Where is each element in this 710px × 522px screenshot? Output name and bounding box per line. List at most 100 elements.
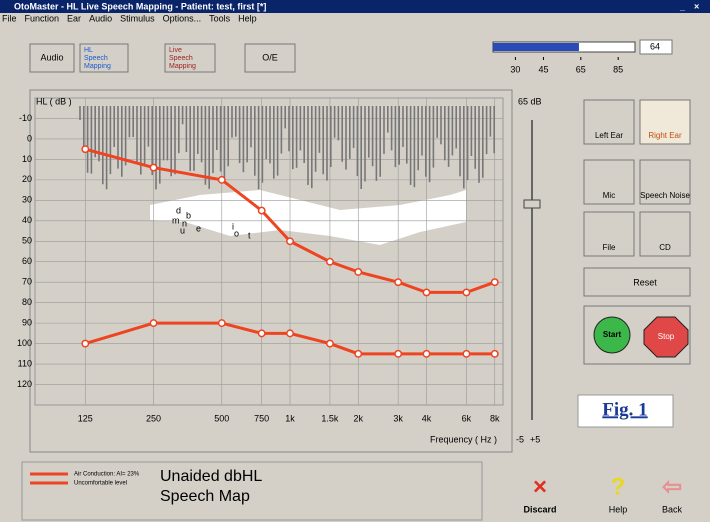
phoneme: i [232,221,234,231]
slider-top: 65 dB [518,96,542,106]
bottom-icon: ? [611,473,626,500]
y-axis-label: HL ( dB ) [36,96,72,106]
meter-tick-label: 45 [538,64,548,74]
data-point [354,349,363,358]
y-tick-label: 0 [27,133,32,143]
stop-label: Stop [658,332,675,341]
x-tick-label: 3k [393,413,403,423]
phoneme: b [186,210,191,220]
side-button-label: Left Ear [595,131,623,140]
side-button-label: Mic [603,191,615,200]
toolbar-button[interactable] [79,43,129,73]
bottom-button-label[interactable]: Back [662,504,683,514]
y-tick-label: 20 [22,174,32,184]
legend-panel [21,461,483,521]
side-button[interactable] [583,159,635,205]
meter-value-box [639,39,673,55]
y-tick-label: 10 [22,154,32,164]
data-point [286,329,294,338]
data-point [217,175,226,184]
fig-box [577,394,674,428]
side-button[interactable] [583,99,635,145]
data-point [462,349,471,358]
side-button[interactable] [639,99,691,145]
side-button[interactable] [639,159,691,205]
y-tick-label: 70 [22,277,32,287]
phoneme: m [172,215,180,225]
slider-knob[interactable] [523,199,541,209]
x-tick-label: 2k [354,413,364,423]
side-button-label: File [603,243,616,252]
data-point [257,329,266,338]
toolbar-button-label: Live Speech Mapping [169,47,196,70]
side-button-label: Speech Noise [640,191,690,200]
meter-value: 64 [650,41,660,51]
data-point [217,319,226,328]
phoneme: o [234,228,239,238]
side-button-label: CD [659,243,671,252]
menu-item[interactable]: Tools [209,13,231,23]
toolbar-button-label: O/E [262,52,278,62]
legend-label: Uncomfortable level [74,481,127,487]
stop-button[interactable] [643,316,689,358]
data-point [422,349,431,358]
meter-fill [493,43,579,51]
data-point [325,257,334,266]
x-tick-label: 500 [214,413,229,423]
x-axis-label: Frequency ( Hz ) [430,434,497,444]
phoneme: t [248,230,251,240]
x-tick-label: 250 [146,413,161,423]
x-tick-label: 1k [285,413,295,423]
toolbar-button[interactable] [244,43,296,73]
menu-item[interactable]: File [2,13,17,23]
data-point [149,319,158,328]
side-button[interactable] [639,211,691,257]
toolbar-button[interactable] [164,43,216,73]
data-point [257,206,266,215]
y-tick-label: 30 [22,195,32,205]
reset-label: Reset [633,277,657,287]
window-control[interactable]: _ [679,1,686,11]
y-tick-label: 100 [17,338,32,348]
window-control[interactable]: × [694,1,699,11]
toolbar-button[interactable] [29,43,75,73]
y-tick-label: 80 [22,297,32,307]
bottom-button-label[interactable]: Discard [523,504,556,514]
data-point [490,278,499,287]
phoneme: n [182,218,187,228]
phoneme: d [176,205,181,215]
phoneme: e [196,223,201,233]
data-point [325,339,334,348]
x-tick-label: 6k [462,413,472,423]
data-point [394,349,403,358]
data-point [81,145,90,154]
menu-item[interactable]: Stimulus [120,13,155,23]
slider-max: +5 [530,434,540,444]
start-button[interactable] [593,316,631,354]
bottom-button-label[interactable]: Help [609,504,628,514]
menu-item[interactable]: Ear [67,13,81,23]
map-label: Speech Map [160,488,250,505]
x-tick-label: 4k [422,413,432,423]
data-point [354,268,363,276]
reset-button[interactable] [583,267,691,297]
bottom-icon: ⇦ [662,473,682,500]
menu-item[interactable]: Help [238,13,257,23]
phoneme: u [180,225,185,235]
side-button[interactable] [583,211,635,257]
data-point [490,349,499,358]
x-tick-label: 8k [490,413,500,423]
y-tick-label: 40 [22,215,32,225]
menu-item[interactable]: Audio [89,13,112,23]
meter-tick-label: 65 [576,64,586,74]
window-title: OtoMaster - HL Live Speech Mapping - Pat… [14,1,266,11]
menu-item[interactable]: Function [25,13,60,23]
fig-label: Fig. 1 [602,399,647,420]
data-point [422,288,431,297]
speech-banana [150,190,466,245]
toolbar-button-label: Audio [40,52,63,62]
menu-item[interactable]: Options... [163,13,202,23]
y-tick-label: 60 [22,256,32,266]
data-point [394,278,403,287]
toolbar-button-label: HL Speech Mapping [84,47,111,70]
